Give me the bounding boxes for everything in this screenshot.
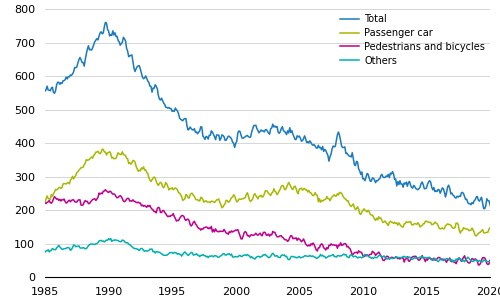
Passenger car bbox=[74, 171, 80, 174]
Others bbox=[108, 237, 114, 240]
Passenger car bbox=[491, 236, 497, 239]
Pedestrians and bicycles bbox=[136, 201, 142, 205]
Line: Others: Others bbox=[45, 238, 494, 262]
Total bbox=[491, 202, 497, 206]
Pedestrians and bicycles bbox=[476, 263, 482, 267]
Pedestrians and bicycles bbox=[42, 201, 48, 205]
Others bbox=[491, 258, 497, 261]
Pedestrians and bicycles bbox=[271, 230, 277, 234]
Others bbox=[271, 253, 277, 256]
Passenger car bbox=[271, 187, 277, 191]
Total bbox=[136, 64, 142, 67]
Others bbox=[74, 245, 80, 248]
Pedestrians and bicycles bbox=[102, 188, 108, 192]
Line: Total: Total bbox=[45, 22, 494, 209]
Others bbox=[90, 243, 96, 246]
Passenger car bbox=[232, 194, 237, 198]
Pedestrians and bicycles bbox=[232, 229, 237, 233]
Passenger car bbox=[90, 153, 96, 157]
Passenger car bbox=[378, 216, 384, 220]
Total bbox=[74, 65, 80, 69]
Pedestrians and bicycles bbox=[378, 254, 384, 257]
Total bbox=[102, 21, 108, 24]
Line: Passenger car: Passenger car bbox=[45, 149, 494, 237]
Line: Pedestrians and bicycles: Pedestrians and bicycles bbox=[45, 190, 494, 265]
Total bbox=[378, 174, 384, 177]
Total bbox=[271, 125, 277, 129]
Passenger car bbox=[42, 201, 48, 205]
Total bbox=[90, 43, 96, 46]
Legend: Total, Passenger car, Pedestrians and bicycles, Others: Total, Passenger car, Pedestrians and bi… bbox=[340, 14, 485, 66]
Others bbox=[42, 250, 48, 254]
Passenger car bbox=[136, 168, 142, 172]
Pedestrians and bicycles bbox=[74, 200, 80, 204]
Passenger car bbox=[99, 147, 105, 151]
Pedestrians and bicycles bbox=[491, 261, 497, 264]
Others bbox=[136, 249, 142, 252]
Others bbox=[378, 254, 384, 258]
Others bbox=[232, 255, 237, 259]
Total bbox=[42, 89, 48, 93]
Total bbox=[482, 207, 488, 210]
Total bbox=[232, 146, 237, 149]
Pedestrians and bicycles bbox=[90, 197, 96, 201]
Others bbox=[480, 260, 486, 264]
